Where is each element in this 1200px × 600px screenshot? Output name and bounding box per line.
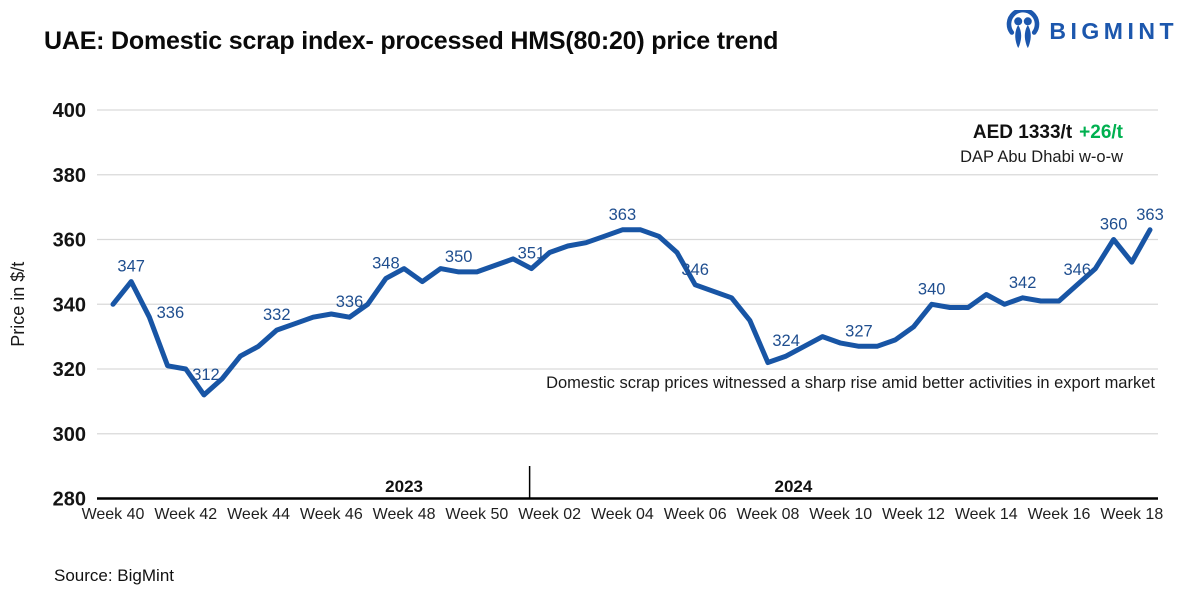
x-tick-label: Week 06 xyxy=(664,506,727,523)
y-tick-label: 340 xyxy=(53,294,86,316)
x-tick-label: Week 08 xyxy=(737,506,800,523)
x-tick-label: Week 40 xyxy=(82,506,145,523)
page-title: UAE: Domestic scrap index- processed HMS… xyxy=(44,27,779,55)
x-tick-label: Week 16 xyxy=(1028,506,1091,523)
data-point-label: 342 xyxy=(1009,274,1037,292)
bigmint-logo-icon xyxy=(1005,7,1041,52)
price-series-line xyxy=(110,227,1153,398)
y-axis-title: Price in $/t xyxy=(8,262,28,347)
y-tick-label: 280 xyxy=(53,489,86,511)
data-point-label: 351 xyxy=(518,245,546,263)
x-tick-label: Week 04 xyxy=(591,506,654,523)
x-tick-label: Week 48 xyxy=(373,506,436,523)
data-point-label: 363 xyxy=(1136,206,1164,224)
data-point-label: 340 xyxy=(918,280,946,298)
data-point-label: 360 xyxy=(1100,216,1128,234)
bigmint-logo: BIGMINT xyxy=(1005,7,1178,52)
source-text: Source: BigMint xyxy=(54,566,174,585)
x-tick-label: Week 14 xyxy=(955,506,1018,523)
bigmint-logo-text: BIGMINT xyxy=(1049,17,1178,44)
data-point-label: 312 xyxy=(192,366,220,384)
x-tick-label: Week 44 xyxy=(227,506,290,523)
y-tick-label: 400 xyxy=(53,100,86,122)
data-point-label: 336 xyxy=(336,293,364,311)
y-tick-label: 380 xyxy=(53,165,86,187)
x-tick-label: Week 46 xyxy=(300,506,363,523)
data-point-label: 346 xyxy=(1063,261,1091,279)
wow-change: +26/t xyxy=(1079,122,1123,143)
price-annotation: AED 1333/t +26/t DAP Abu Dhabi w-o-w xyxy=(960,120,1123,170)
data-point-label: 324 xyxy=(772,332,800,350)
year-label: 2023 xyxy=(385,477,423,496)
data-point-label: 347 xyxy=(117,258,145,276)
x-tick-label: Week 42 xyxy=(154,506,217,523)
y-tick-label: 300 xyxy=(53,424,86,446)
x-tick-label: Week 50 xyxy=(445,506,508,523)
data-point-label: 346 xyxy=(681,261,709,279)
price-annotation-line1: AED 1333/t +26/t xyxy=(960,120,1123,145)
aed-price: AED 1333/t xyxy=(972,122,1073,143)
data-point-label: 363 xyxy=(609,206,637,224)
x-tick-label: Week 12 xyxy=(882,506,945,523)
data-point-label: 350 xyxy=(445,248,473,266)
chart-note: Domestic scrap prices witnessed a sharp … xyxy=(546,374,1155,392)
data-point-label: 336 xyxy=(157,304,185,322)
x-tick-label: Week 18 xyxy=(1100,506,1163,523)
price-basis: DAP Abu Dhabi w-o-w xyxy=(960,148,1123,166)
data-point-label: 332 xyxy=(263,306,291,324)
data-point-label: 327 xyxy=(845,322,873,340)
year-label: 2024 xyxy=(775,477,813,496)
y-tick-label: 320 xyxy=(53,359,86,381)
data-point-label: 348 xyxy=(372,254,400,272)
y-tick-label: 360 xyxy=(53,230,86,252)
x-tick-label: Week 10 xyxy=(809,506,872,523)
x-tick-label: Week 02 xyxy=(518,506,581,523)
